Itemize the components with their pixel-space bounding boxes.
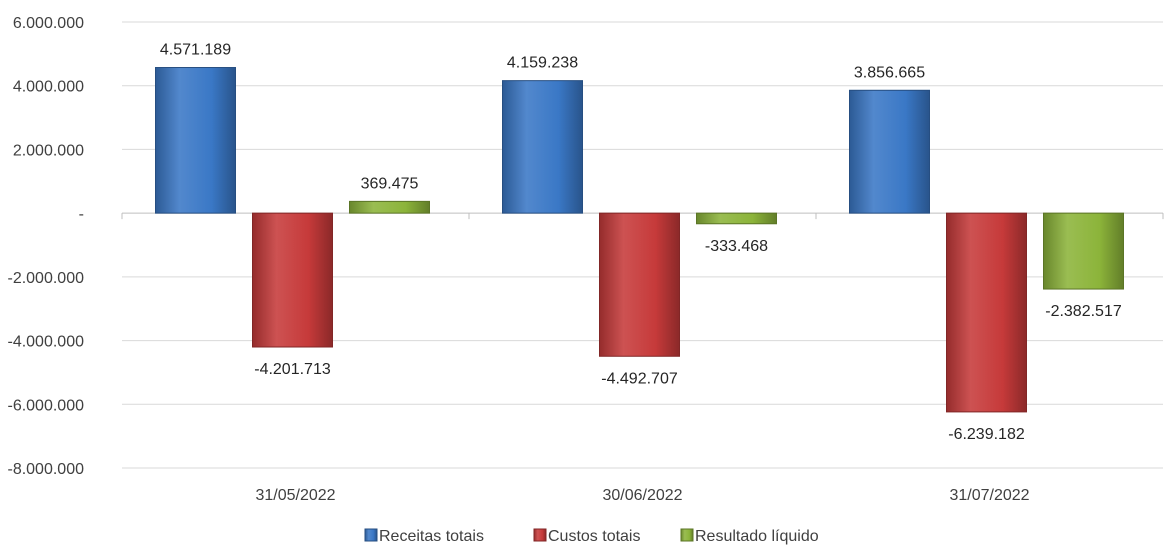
data-label: 4.571.189 [160, 42, 231, 59]
bar [696, 212, 777, 225]
y-tick-label: -4.000.000 [7, 334, 84, 351]
y-tick-label: -6.000.000 [7, 397, 84, 414]
legend-label: Resultado líquido [695, 528, 819, 545]
data-label: 3.856.665 [854, 64, 925, 81]
y-tick-label: 2.000.000 [13, 142, 84, 159]
y-axis: 6.000.000 4.000.000 2.000.000 - -2.000.000 -4… [7, 15, 84, 478]
legend-swatch [533, 528, 547, 542]
bar [849, 89, 930, 214]
x-tick-label: 31/05/2022 [255, 487, 335, 504]
y-tick-label: - [79, 206, 84, 223]
legend-label: Custos totais [548, 528, 640, 545]
x-axis: 31/05/2022 30/06/2022 31/07/2022 [255, 487, 1029, 504]
y-tick-label: 6.000.000 [13, 15, 84, 32]
data-label: -333.468 [705, 238, 768, 255]
bar [1043, 212, 1124, 290]
bar [946, 212, 1027, 413]
x-tick-label: 31/07/2022 [949, 487, 1029, 504]
bar [599, 212, 680, 357]
bar [502, 80, 583, 214]
bar [155, 67, 236, 214]
data-label: -4.201.713 [254, 361, 331, 378]
bar [349, 200, 430, 214]
y-tick-label: 4.000.000 [13, 79, 84, 96]
y-tick-label: -2.000.000 [7, 270, 84, 287]
data-label: 4.159.238 [507, 55, 578, 72]
legend-swatch [680, 528, 694, 542]
legend: Receitas totais Custos totais Resultado lí… [364, 528, 819, 545]
data-label: -2.382.517 [1045, 303, 1122, 320]
bars: 4.571.189 -4.201.713 369.475 4.159.238 -4.49… [155, 42, 1124, 443]
data-label: -4.492.707 [601, 370, 678, 387]
legend-swatch [364, 528, 378, 542]
data-label: -6.239.182 [948, 426, 1025, 443]
y-tick-label: -8.000.000 [7, 461, 84, 478]
bar [252, 212, 333, 348]
x-tick-label: 30/06/2022 [602, 487, 682, 504]
data-label: 369.475 [361, 175, 419, 192]
legend-label: Receitas totais [379, 528, 484, 545]
